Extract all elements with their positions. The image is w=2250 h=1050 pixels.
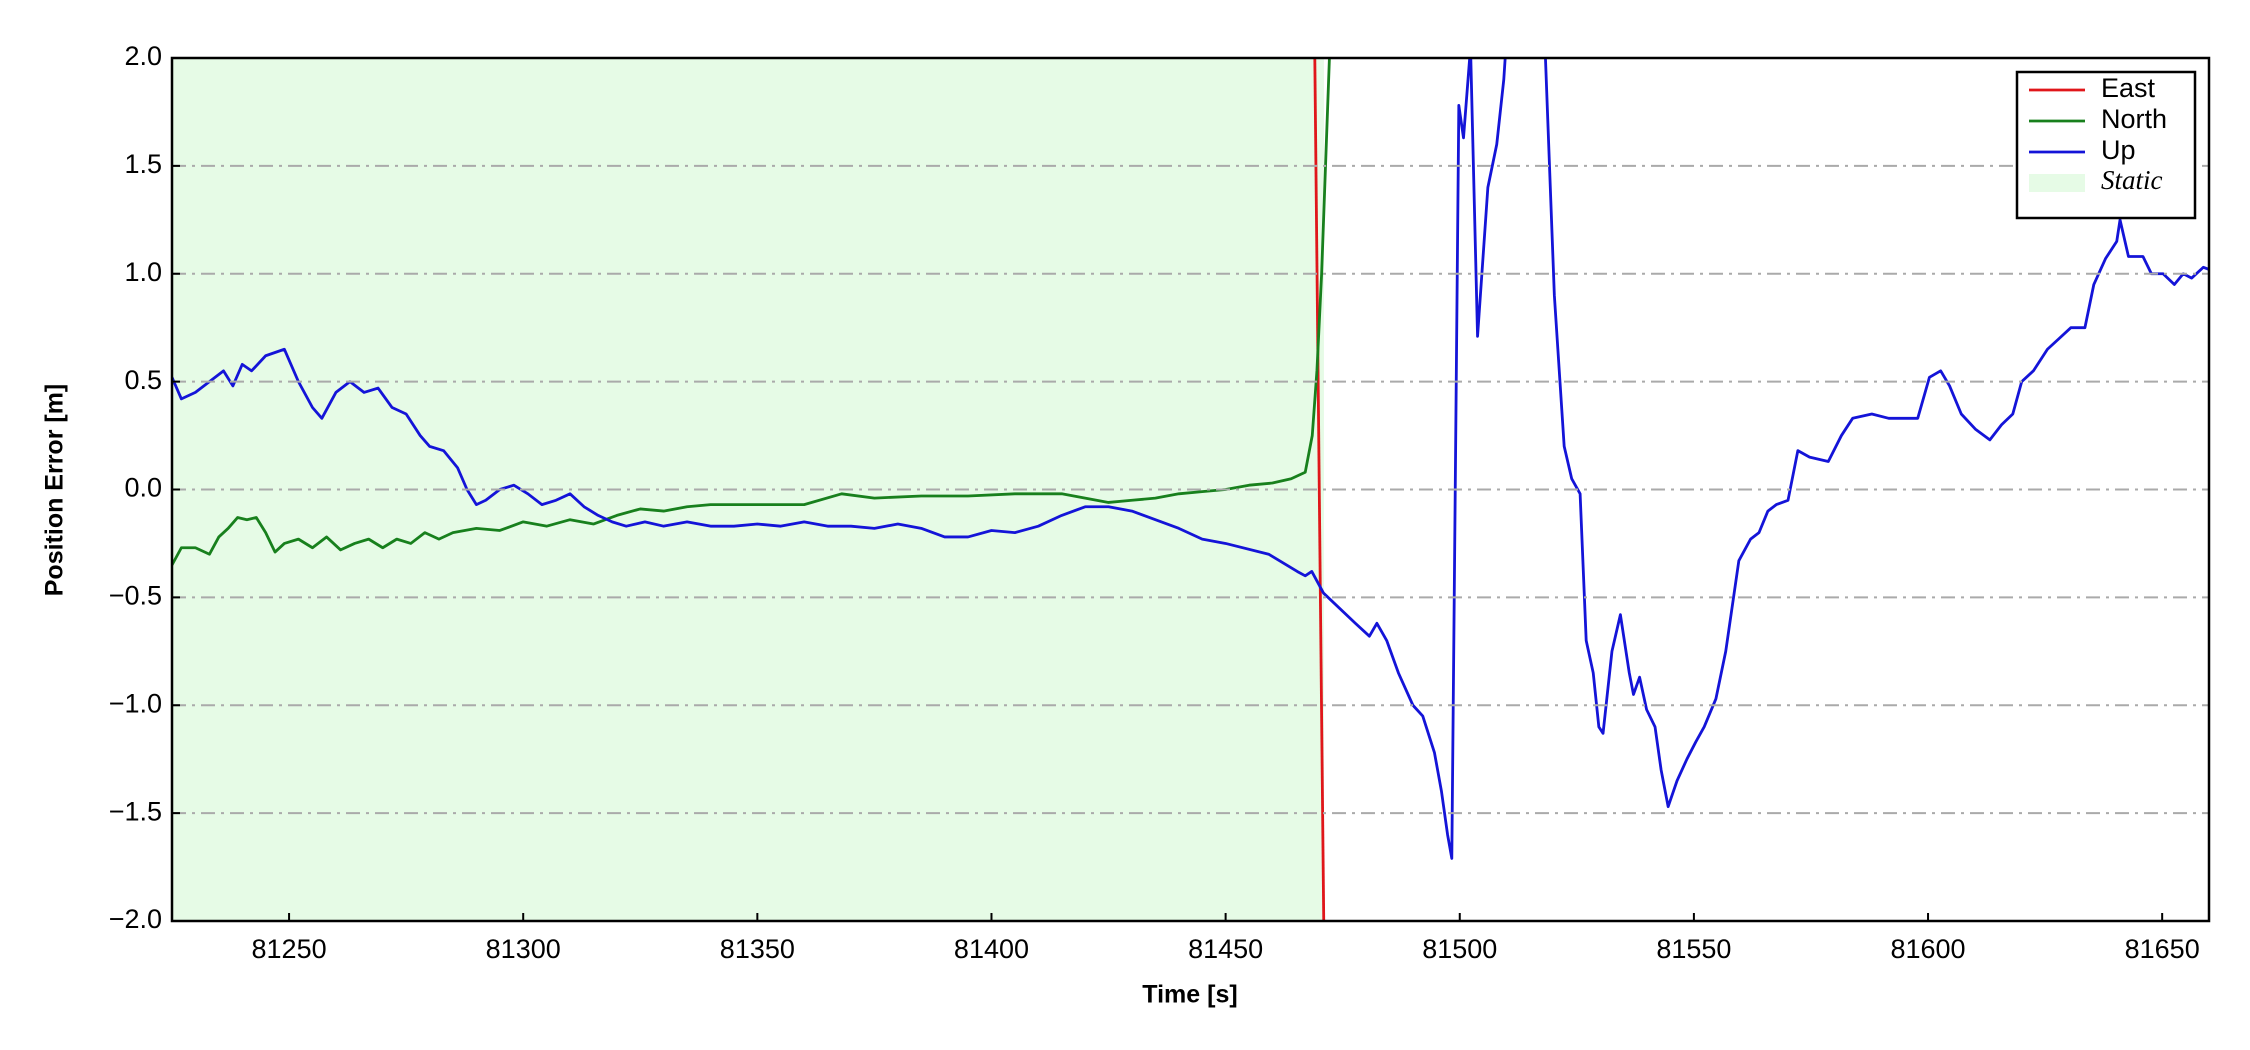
series-line: [172, 58, 1331, 566]
legend-label: North: [2101, 104, 2167, 134]
y-tick-label: −1.0: [109, 688, 162, 718]
legend-label: East: [2101, 73, 2156, 103]
x-tick-label: 81400: [954, 934, 1029, 964]
series-line: [172, 58, 2209, 860]
series-line: [1313, 58, 1326, 921]
x-tick-label: 81450: [1188, 934, 1263, 964]
y-tick-label: 1.0: [124, 257, 162, 287]
plot-area: [172, 58, 2209, 921]
plot-frame: [170, 56, 2211, 923]
y-tick-label: −2.0: [109, 904, 162, 934]
x-tick-label: 81300: [486, 934, 561, 964]
y-tick-label: −0.5: [109, 581, 162, 611]
x-axis-label: Time [s]: [1142, 981, 1237, 1009]
legend-box: [2015, 70, 2197, 220]
x-tick-label: 81250: [252, 934, 327, 964]
x-tick-label: 81550: [1656, 934, 1731, 964]
y-tick-label: −1.5: [109, 796, 162, 826]
x-tick-label: 81650: [2125, 934, 2200, 964]
x-tick-label: 81500: [1422, 934, 1497, 964]
y-tick-label: 1.5: [124, 149, 162, 179]
y-tick-label: 0.5: [124, 365, 162, 395]
legend-label: Up: [2101, 135, 2136, 165]
legend-swatch: [2029, 174, 2085, 192]
y-axis-label: Position Error [m]: [41, 384, 69, 597]
legend-label: Static: [2101, 165, 2163, 195]
y-tick-label: 0.0: [124, 473, 162, 503]
x-tick-label: 81350: [720, 934, 795, 964]
y-tick-label: 2.0: [124, 41, 162, 71]
x-tick-label: 81600: [1890, 934, 1965, 964]
